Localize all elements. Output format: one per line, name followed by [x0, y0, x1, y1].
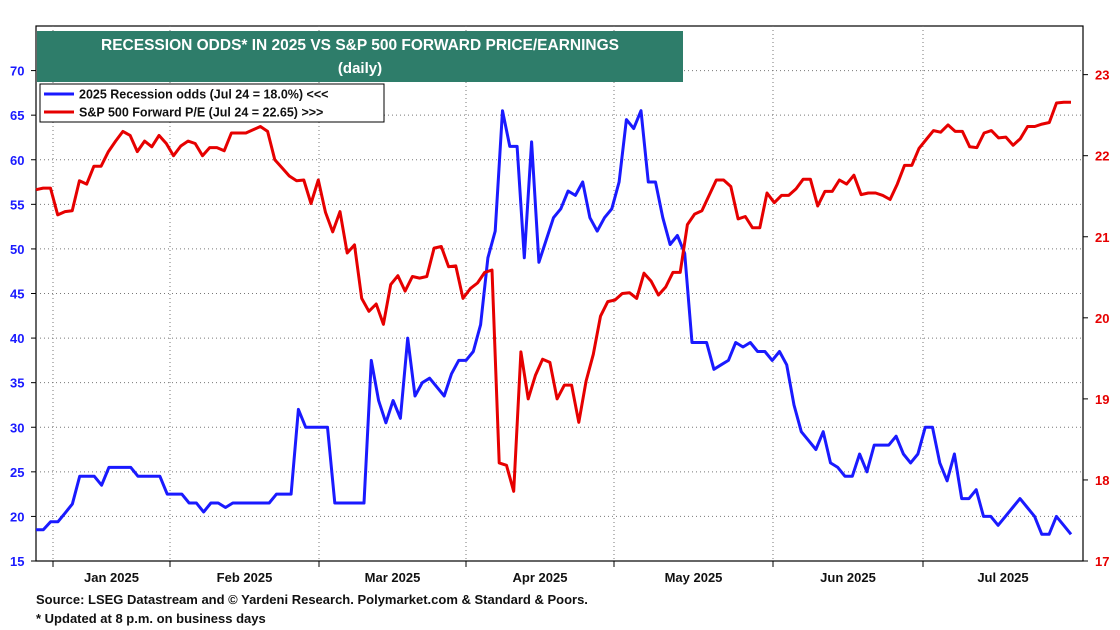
left-tick-label: 45 [10, 287, 24, 302]
grid [36, 26, 1083, 561]
right-tick-label: 21 [1095, 230, 1109, 245]
x-tick-label: Jun 2025 [820, 570, 876, 585]
right-tick-label: 22 [1095, 149, 1109, 164]
x-tick-label: Jul 2025 [977, 570, 1028, 585]
x-tick-label: Feb 2025 [217, 570, 273, 585]
left-tick-label: 50 [10, 242, 24, 257]
left-tick-label: 20 [10, 509, 24, 524]
left-axis: 15 20 25 30 35 40 45 50 55 60 65 70 [10, 64, 36, 569]
series-line-forward-pe [35, 100, 1071, 493]
legend: 2025 Recession odds (Jul 24 = 18.0%) <<<… [39, 83, 385, 123]
x-tick-label: Mar 2025 [365, 570, 421, 585]
right-tick-label: 19 [1095, 392, 1109, 407]
chart-subtitle: (daily) [338, 60, 382, 77]
x-axis: Jan 2025 Feb 2025 Mar 2025 Apr 2025 May 2025… [52, 561, 1029, 585]
right-tick-label: 17 [1095, 554, 1109, 569]
source-note: Source: LSEG Datastream and © Yardeni Re… [36, 592, 588, 607]
left-tick-label: 60 [10, 153, 24, 168]
left-tick-label: 40 [10, 331, 24, 346]
chart-title: RECESSION ODDS* IN 2025 VS S&P 500 FORWA… [101, 37, 619, 54]
right-tick-label: 18 [1095, 473, 1109, 488]
left-tick-label: 35 [10, 376, 24, 391]
legend-label-recession-odds: 2025 Recession odds (Jul 24 = 18.0%) <<< [79, 88, 328, 102]
series-line-recession-odds [36, 109, 1073, 536]
left-tick-label: 25 [10, 465, 24, 480]
left-tick-label: 65 [10, 108, 24, 123]
left-tick-label: 30 [10, 420, 24, 435]
legend-box [39, 83, 385, 123]
left-tick-label: 55 [10, 197, 24, 212]
x-tick-label: Jan 2025 [84, 570, 139, 585]
right-tick-label: 20 [1095, 311, 1109, 326]
left-tick-label: 15 [10, 554, 24, 569]
update-note: * Updated at 8 p.m. on business days [36, 611, 266, 626]
title-box [37, 31, 683, 82]
legend-label-forward-pe: S&P 500 Forward P/E (Jul 24 = 22.65) >>> [79, 106, 323, 120]
left-tick-label: 70 [10, 64, 24, 79]
right-axis: 17 18 19 20 21 22 23 [1083, 68, 1109, 569]
x-tick-label: Apr 2025 [513, 570, 568, 585]
right-tick-label: 23 [1095, 68, 1109, 83]
x-tick-label: May 2025 [665, 570, 723, 585]
